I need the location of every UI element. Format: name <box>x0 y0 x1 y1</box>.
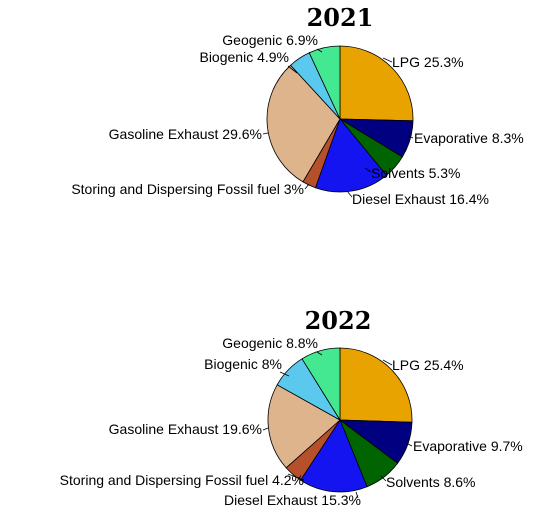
leader-line-geogenic <box>316 48 323 53</box>
slice-label-diesel-exhaust: Diesel Exhaust 16.4% <box>352 191 489 207</box>
pie-slice-lpg <box>339 45 414 122</box>
leader-line-biogenic <box>287 65 298 74</box>
slice-label-solvents: Solvents 5.3% <box>371 165 461 181</box>
leader-line-lpg <box>382 359 393 366</box>
leader-line-biogenic <box>279 371 290 377</box>
slice-label-gasoline-exhaust: Gasoline Exhaust 29.6% <box>109 126 262 142</box>
pie-slice-diesel-exhaust <box>299 419 368 493</box>
slice-label-gasoline-exhaust: Gasoline Exhaust 19.6% <box>109 421 262 437</box>
leader-line-diesel-exhaust <box>346 190 353 198</box>
slice-label-lpg: LPG 25.4% <box>392 357 464 373</box>
slice-label-geogenic: Geogenic 8.8% <box>222 335 318 351</box>
leader-line-gasoline-exhaust <box>262 132 269 135</box>
pie-chart-2021: 2021 LPG 25.3% Evaporative 8.3% Solvents 5.… <box>71 3 523 207</box>
slice-label-biogenic: Biogenic 4.9% <box>199 49 289 65</box>
slice-label-evaporative: Evaporative 8.3% <box>414 130 524 146</box>
pie-slice-diesel-exhaust <box>314 118 388 193</box>
leader-line-solvents <box>380 475 387 482</box>
pie-slice-gasoline-exhaust <box>266 64 341 183</box>
pie-slice-geogenic <box>308 45 341 120</box>
chart-title: 2021 <box>307 3 374 32</box>
leader-line-storing-and-dispersing-fossil-fuel <box>304 183 310 190</box>
pie-slice-lpg <box>339 347 413 423</box>
leader-line-evaporative <box>407 135 414 139</box>
leader-line-storing-and-dispersing-fossil-fuel <box>287 473 305 481</box>
slice-label-biogenic: Biogenic 8% <box>204 356 282 372</box>
pie-chart-2022: 2022 LPG 25.4% Evaporative 9.7% Solvents 8.… <box>60 306 523 508</box>
leader-line-diesel-exhaust <box>355 491 359 499</box>
leader-line-evaporative <box>405 442 413 447</box>
slice-label-evaporative: Evaporative 9.7% <box>413 438 523 454</box>
slice-label-diesel-exhaust: Diesel Exhaust 15.3% <box>224 492 361 508</box>
leader-line-solvents <box>364 167 372 173</box>
slice-label-solvents: Solvents 8.6% <box>386 474 476 490</box>
slice-label-geogenic: Geogenic 6.9% <box>222 32 318 48</box>
pie-slice-gasoline-exhaust <box>267 384 341 469</box>
chart-title: 2022 <box>305 306 372 335</box>
leader-line-lpg <box>382 57 393 63</box>
pie-slice-geogenic <box>301 347 341 422</box>
slice-label-lpg: LPG 25.3% <box>392 54 464 70</box>
slice-label-storing-and-dispersing-fossil-fuel: Storing and Dispersing Fossil fuel 4.2% <box>60 472 304 488</box>
leader-line-gasoline-exhaust <box>262 427 269 431</box>
leader-line-geogenic <box>316 351 323 356</box>
slice-label-storing-and-dispersing-fossil-fuel: Storing and Dispersing Fossil fuel 3% <box>71 181 304 197</box>
